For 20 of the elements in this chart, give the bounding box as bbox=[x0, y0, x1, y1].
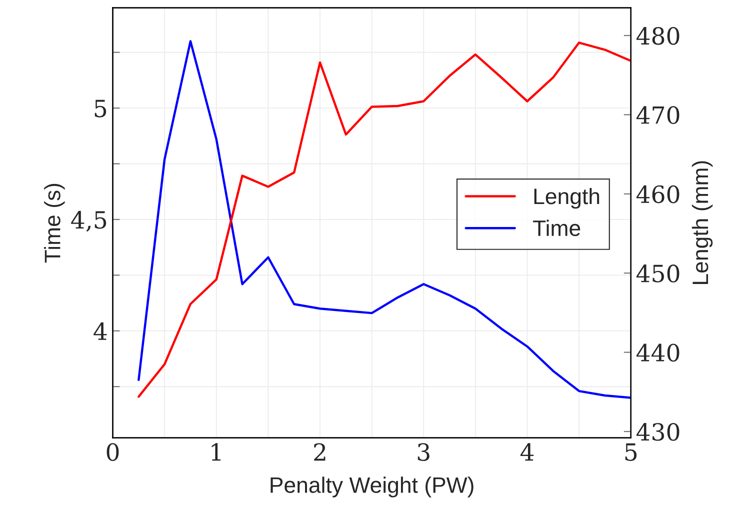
y2-tick-label: 430 bbox=[636, 422, 680, 441]
x-axis-title: Penalty Weight (PW) bbox=[270, 476, 474, 498]
y2-tick-label: 440 bbox=[636, 344, 680, 362]
legend-label: Time bbox=[533, 220, 580, 236]
x-tick-label: 4 bbox=[520, 443, 534, 461]
y-tick-label: 5 bbox=[94, 100, 106, 118]
y2-axis-title: Length (mm) bbox=[692, 161, 713, 284]
x-tick-label: 5 bbox=[625, 443, 637, 461]
y2-tick-label: 460 bbox=[636, 185, 680, 204]
y-tick-label: 4,5 bbox=[71, 210, 106, 232]
y2-tick-label: 450 bbox=[636, 264, 680, 282]
legend-label: Length bbox=[534, 188, 600, 209]
x-tick-label: 1 bbox=[212, 443, 221, 461]
y-tick-label: 4 bbox=[94, 322, 107, 340]
y-axis-title: Time (s) bbox=[44, 184, 65, 263]
y2-tick-label: 470 bbox=[636, 106, 680, 124]
x-tick-label: 3 bbox=[418, 443, 430, 461]
y2-tick-label: 480 bbox=[636, 26, 680, 45]
x-tick-label: 2 bbox=[314, 443, 326, 461]
x-tick-label: 0 bbox=[106, 443, 119, 461]
